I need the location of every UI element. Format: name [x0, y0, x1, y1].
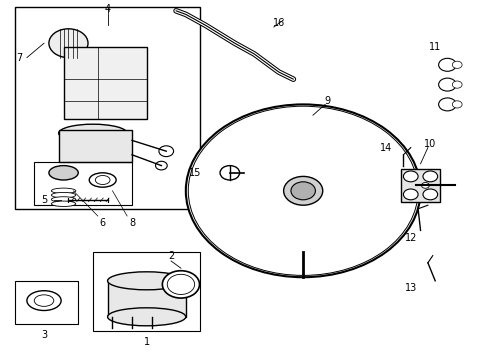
Text: 13: 13: [404, 283, 416, 293]
Ellipse shape: [89, 173, 116, 187]
Circle shape: [273, 169, 332, 212]
Ellipse shape: [51, 193, 76, 198]
Bar: [34, 162, 132, 205]
Text: 10: 10: [423, 139, 436, 149]
Bar: [63, 47, 146, 119]
Circle shape: [234, 140, 371, 241]
Circle shape: [451, 61, 461, 68]
Circle shape: [167, 274, 194, 294]
Circle shape: [283, 176, 322, 205]
Circle shape: [422, 171, 437, 182]
Ellipse shape: [34, 295, 54, 306]
Circle shape: [155, 161, 167, 170]
Ellipse shape: [51, 201, 76, 207]
Text: 7: 7: [17, 53, 22, 63]
Ellipse shape: [107, 308, 185, 326]
Circle shape: [215, 126, 390, 256]
Ellipse shape: [51, 188, 76, 194]
Text: 16: 16: [272, 18, 285, 28]
Circle shape: [290, 182, 315, 200]
Text: 6: 6: [100, 218, 105, 228]
Text: 5: 5: [41, 195, 47, 205]
Ellipse shape: [49, 166, 78, 180]
Text: 15: 15: [189, 168, 202, 178]
Circle shape: [49, 29, 88, 58]
Circle shape: [438, 78, 455, 91]
Ellipse shape: [107, 272, 185, 290]
Circle shape: [403, 171, 417, 182]
Circle shape: [451, 81, 461, 88]
Text: 3: 3: [41, 330, 47, 340]
Text: 4: 4: [104, 4, 110, 14]
Bar: [15, 7, 200, 209]
Circle shape: [188, 106, 417, 275]
Circle shape: [438, 98, 455, 111]
Ellipse shape: [95, 176, 110, 185]
Circle shape: [451, 101, 461, 108]
Ellipse shape: [51, 197, 76, 202]
Bar: [15, 281, 78, 324]
Circle shape: [422, 189, 437, 200]
Text: 9: 9: [324, 96, 330, 106]
Text: 11: 11: [428, 42, 441, 52]
Circle shape: [403, 189, 417, 200]
Circle shape: [162, 271, 199, 298]
Text: 8: 8: [129, 218, 135, 228]
Circle shape: [185, 104, 420, 277]
Text: 2: 2: [168, 251, 174, 261]
Bar: [93, 252, 200, 331]
Circle shape: [159, 146, 173, 157]
Circle shape: [220, 166, 239, 180]
Text: 14: 14: [379, 143, 392, 153]
Bar: [59, 130, 132, 162]
Circle shape: [438, 58, 455, 71]
Ellipse shape: [59, 124, 127, 142]
Circle shape: [421, 183, 428, 188]
Bar: [107, 281, 185, 317]
Circle shape: [200, 115, 405, 266]
Circle shape: [254, 155, 351, 227]
Ellipse shape: [27, 291, 61, 310]
Text: 12: 12: [404, 233, 416, 243]
Bar: [400, 169, 439, 202]
Text: 1: 1: [143, 337, 149, 347]
